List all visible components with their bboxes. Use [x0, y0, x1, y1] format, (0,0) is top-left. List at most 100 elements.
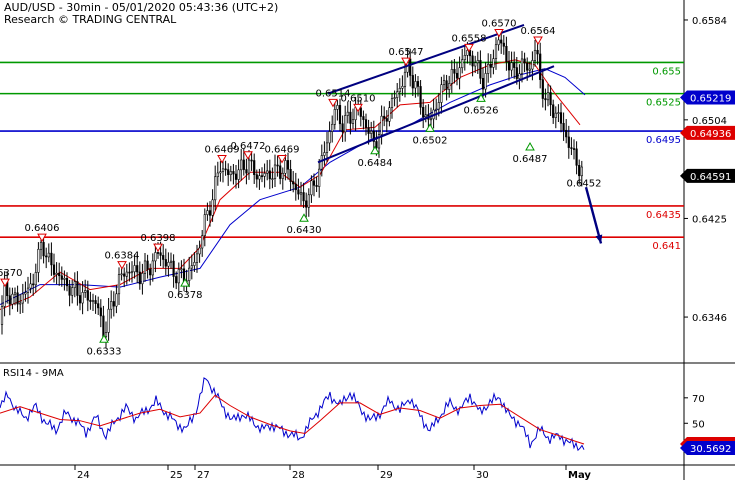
candle-body — [445, 80, 448, 90]
candle-body — [162, 255, 165, 260]
candle-body — [479, 60, 482, 79]
candle-body — [401, 85, 404, 89]
candle-body — [507, 61, 511, 71]
candle-body — [580, 166, 583, 177]
pivot-label: 0.6430 — [287, 225, 322, 236]
candle-body — [237, 169, 240, 180]
candle-body — [198, 247, 201, 255]
pivot-label: 0.6370 — [0, 268, 23, 279]
candle-body — [52, 264, 56, 275]
candle-body — [177, 269, 180, 284]
candle-body — [383, 115, 386, 119]
candle-body — [539, 53, 542, 80]
candle-body — [531, 60, 534, 70]
candle-body — [78, 295, 82, 304]
candle-body — [310, 180, 313, 196]
pivot-high-marker — [401, 57, 411, 67]
candle-body — [143, 260, 147, 274]
candle-body — [227, 169, 230, 176]
candle-body — [518, 73, 521, 79]
candle-body — [331, 123, 334, 132]
candle-body — [572, 148, 576, 150]
level-label: 0.655 — [652, 66, 681, 77]
candle-body — [216, 172, 219, 178]
pivot-label: 0.6502 — [413, 135, 448, 146]
y-tick-label: 0.6425 — [692, 214, 727, 225]
candle-body — [245, 169, 248, 174]
candle-body — [89, 299, 92, 302]
candle-body — [263, 173, 266, 177]
candle-body — [258, 175, 261, 180]
candle-body — [229, 171, 232, 176]
indicator-label: RSI14 - 9MA — [3, 368, 64, 379]
candle-body — [448, 83, 451, 90]
candle-body — [297, 189, 300, 195]
candle-body — [180, 268, 183, 271]
pivot-high-marker — [533, 36, 543, 45]
candle-body — [411, 75, 414, 89]
candle-body — [461, 59, 464, 69]
candle-body — [39, 242, 43, 250]
x-tick-label: 29 — [380, 470, 393, 480]
candle-body — [11, 293, 14, 305]
candle-body — [349, 111, 352, 124]
candle-body — [565, 129, 568, 138]
candle-body — [29, 283, 32, 289]
candle-body — [175, 276, 178, 284]
candle-body — [299, 192, 303, 195]
candle-body — [325, 142, 329, 153]
candle-body — [440, 84, 443, 103]
candle-body — [24, 292, 27, 295]
candle-body — [367, 127, 370, 134]
forecast-arrow-line — [584, 186, 603, 244]
candle-body — [97, 303, 100, 309]
candle-body — [388, 107, 391, 122]
candle-body — [112, 301, 115, 307]
pivot-label: 0.6564 — [521, 26, 556, 37]
pivot-label: 0.6406 — [25, 223, 60, 234]
candle-body — [16, 292, 19, 305]
candle-body — [130, 271, 134, 274]
candle-body — [21, 293, 24, 304]
candle-body — [333, 109, 336, 125]
candle-body — [315, 185, 318, 187]
candle-body — [154, 252, 157, 262]
candle-body — [424, 114, 427, 118]
candle-body — [107, 308, 110, 333]
candle-body — [549, 92, 552, 106]
candle-body — [364, 119, 368, 128]
candle-body — [63, 277, 66, 280]
candle-body — [523, 58, 526, 64]
candle-body — [409, 58, 412, 76]
rsi-value-tag-label: 30.5692 — [690, 444, 731, 455]
candle-body — [58, 272, 61, 277]
candle-body — [71, 287, 74, 296]
x-tick-label: 30 — [476, 470, 489, 480]
price-tag-label: 0.65219 — [690, 93, 731, 104]
candle-body — [578, 164, 581, 177]
candle-body — [515, 67, 518, 79]
candle-body — [117, 274, 121, 295]
candle-body — [466, 50, 469, 56]
candle-body — [500, 39, 503, 44]
pivot-low-marker — [476, 93, 486, 102]
candle-body — [86, 290, 89, 301]
pivot-high-marker — [353, 103, 363, 113]
candle-body — [328, 131, 331, 144]
candle-body — [526, 62, 529, 71]
candle-body — [398, 87, 401, 93]
pivot-high-marker — [0, 278, 10, 288]
candle-body — [8, 295, 11, 305]
candle-body — [159, 252, 162, 256]
candle-body — [474, 62, 477, 67]
pivot-label: 0.6510 — [341, 93, 376, 104]
candle-body — [533, 49, 537, 61]
x-tick-label: 24 — [77, 470, 90, 480]
candle-body — [203, 214, 206, 236]
candle-body — [320, 155, 323, 170]
forecast-arrow-head — [595, 234, 603, 244]
candle-body — [208, 210, 212, 216]
x-tick-label: 27 — [197, 470, 210, 480]
candle-body — [286, 160, 290, 170]
candle-body — [494, 44, 498, 59]
